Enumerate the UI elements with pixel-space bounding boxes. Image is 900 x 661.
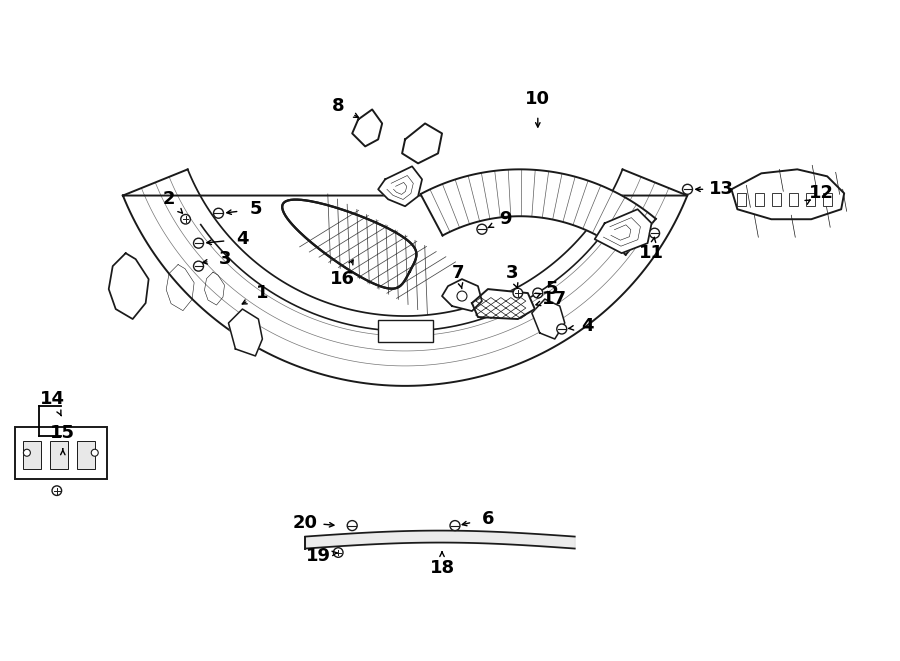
Polygon shape <box>595 210 652 253</box>
Bar <box>378 320 433 342</box>
Text: 5: 5 <box>249 200 262 218</box>
Text: 10: 10 <box>526 91 550 108</box>
Bar <box>771 193 780 206</box>
Circle shape <box>52 486 61 496</box>
Bar <box>76 441 94 469</box>
Circle shape <box>477 224 487 234</box>
Bar <box>789 193 798 206</box>
Circle shape <box>457 291 467 301</box>
Text: 1: 1 <box>256 284 268 302</box>
Circle shape <box>347 521 357 531</box>
Text: 2: 2 <box>162 190 175 208</box>
Polygon shape <box>472 289 535 319</box>
Text: 4: 4 <box>236 230 248 248</box>
Text: 17: 17 <box>543 290 567 308</box>
Text: 7: 7 <box>452 264 464 282</box>
Polygon shape <box>732 169 844 219</box>
Bar <box>737 193 746 206</box>
Text: 14: 14 <box>40 390 66 408</box>
Circle shape <box>533 288 543 298</box>
Text: 16: 16 <box>329 270 355 288</box>
Text: 3: 3 <box>220 250 231 268</box>
Text: 12: 12 <box>809 184 833 202</box>
Polygon shape <box>532 299 565 339</box>
Circle shape <box>213 208 223 218</box>
Circle shape <box>557 324 567 334</box>
Text: 9: 9 <box>499 210 511 228</box>
Polygon shape <box>229 309 263 356</box>
Circle shape <box>194 238 203 248</box>
Text: 11: 11 <box>639 244 664 262</box>
Polygon shape <box>402 124 442 163</box>
Text: 19: 19 <box>306 547 331 564</box>
Polygon shape <box>378 167 422 206</box>
Text: 6: 6 <box>482 510 494 527</box>
Polygon shape <box>123 169 688 386</box>
Text: 15: 15 <box>50 424 76 442</box>
Polygon shape <box>442 279 482 311</box>
Polygon shape <box>420 169 656 254</box>
Circle shape <box>650 228 660 238</box>
Bar <box>50 441 68 469</box>
Bar <box>806 193 815 206</box>
Circle shape <box>91 449 98 456</box>
Circle shape <box>194 261 203 271</box>
Text: 20: 20 <box>292 514 318 531</box>
Bar <box>22 441 40 469</box>
Polygon shape <box>352 110 382 146</box>
Polygon shape <box>109 253 148 319</box>
Bar <box>824 193 832 206</box>
Text: 8: 8 <box>332 97 345 116</box>
Text: 3: 3 <box>506 264 518 282</box>
Text: 5: 5 <box>545 280 558 298</box>
Circle shape <box>23 449 31 456</box>
Text: 18: 18 <box>429 559 454 578</box>
Circle shape <box>333 548 343 557</box>
Circle shape <box>513 288 523 298</box>
Polygon shape <box>283 200 417 289</box>
Circle shape <box>450 521 460 531</box>
Text: 4: 4 <box>581 317 594 335</box>
Text: 13: 13 <box>709 180 734 198</box>
Bar <box>15 427 107 479</box>
Bar <box>754 193 763 206</box>
Circle shape <box>181 214 190 224</box>
Circle shape <box>682 184 692 194</box>
